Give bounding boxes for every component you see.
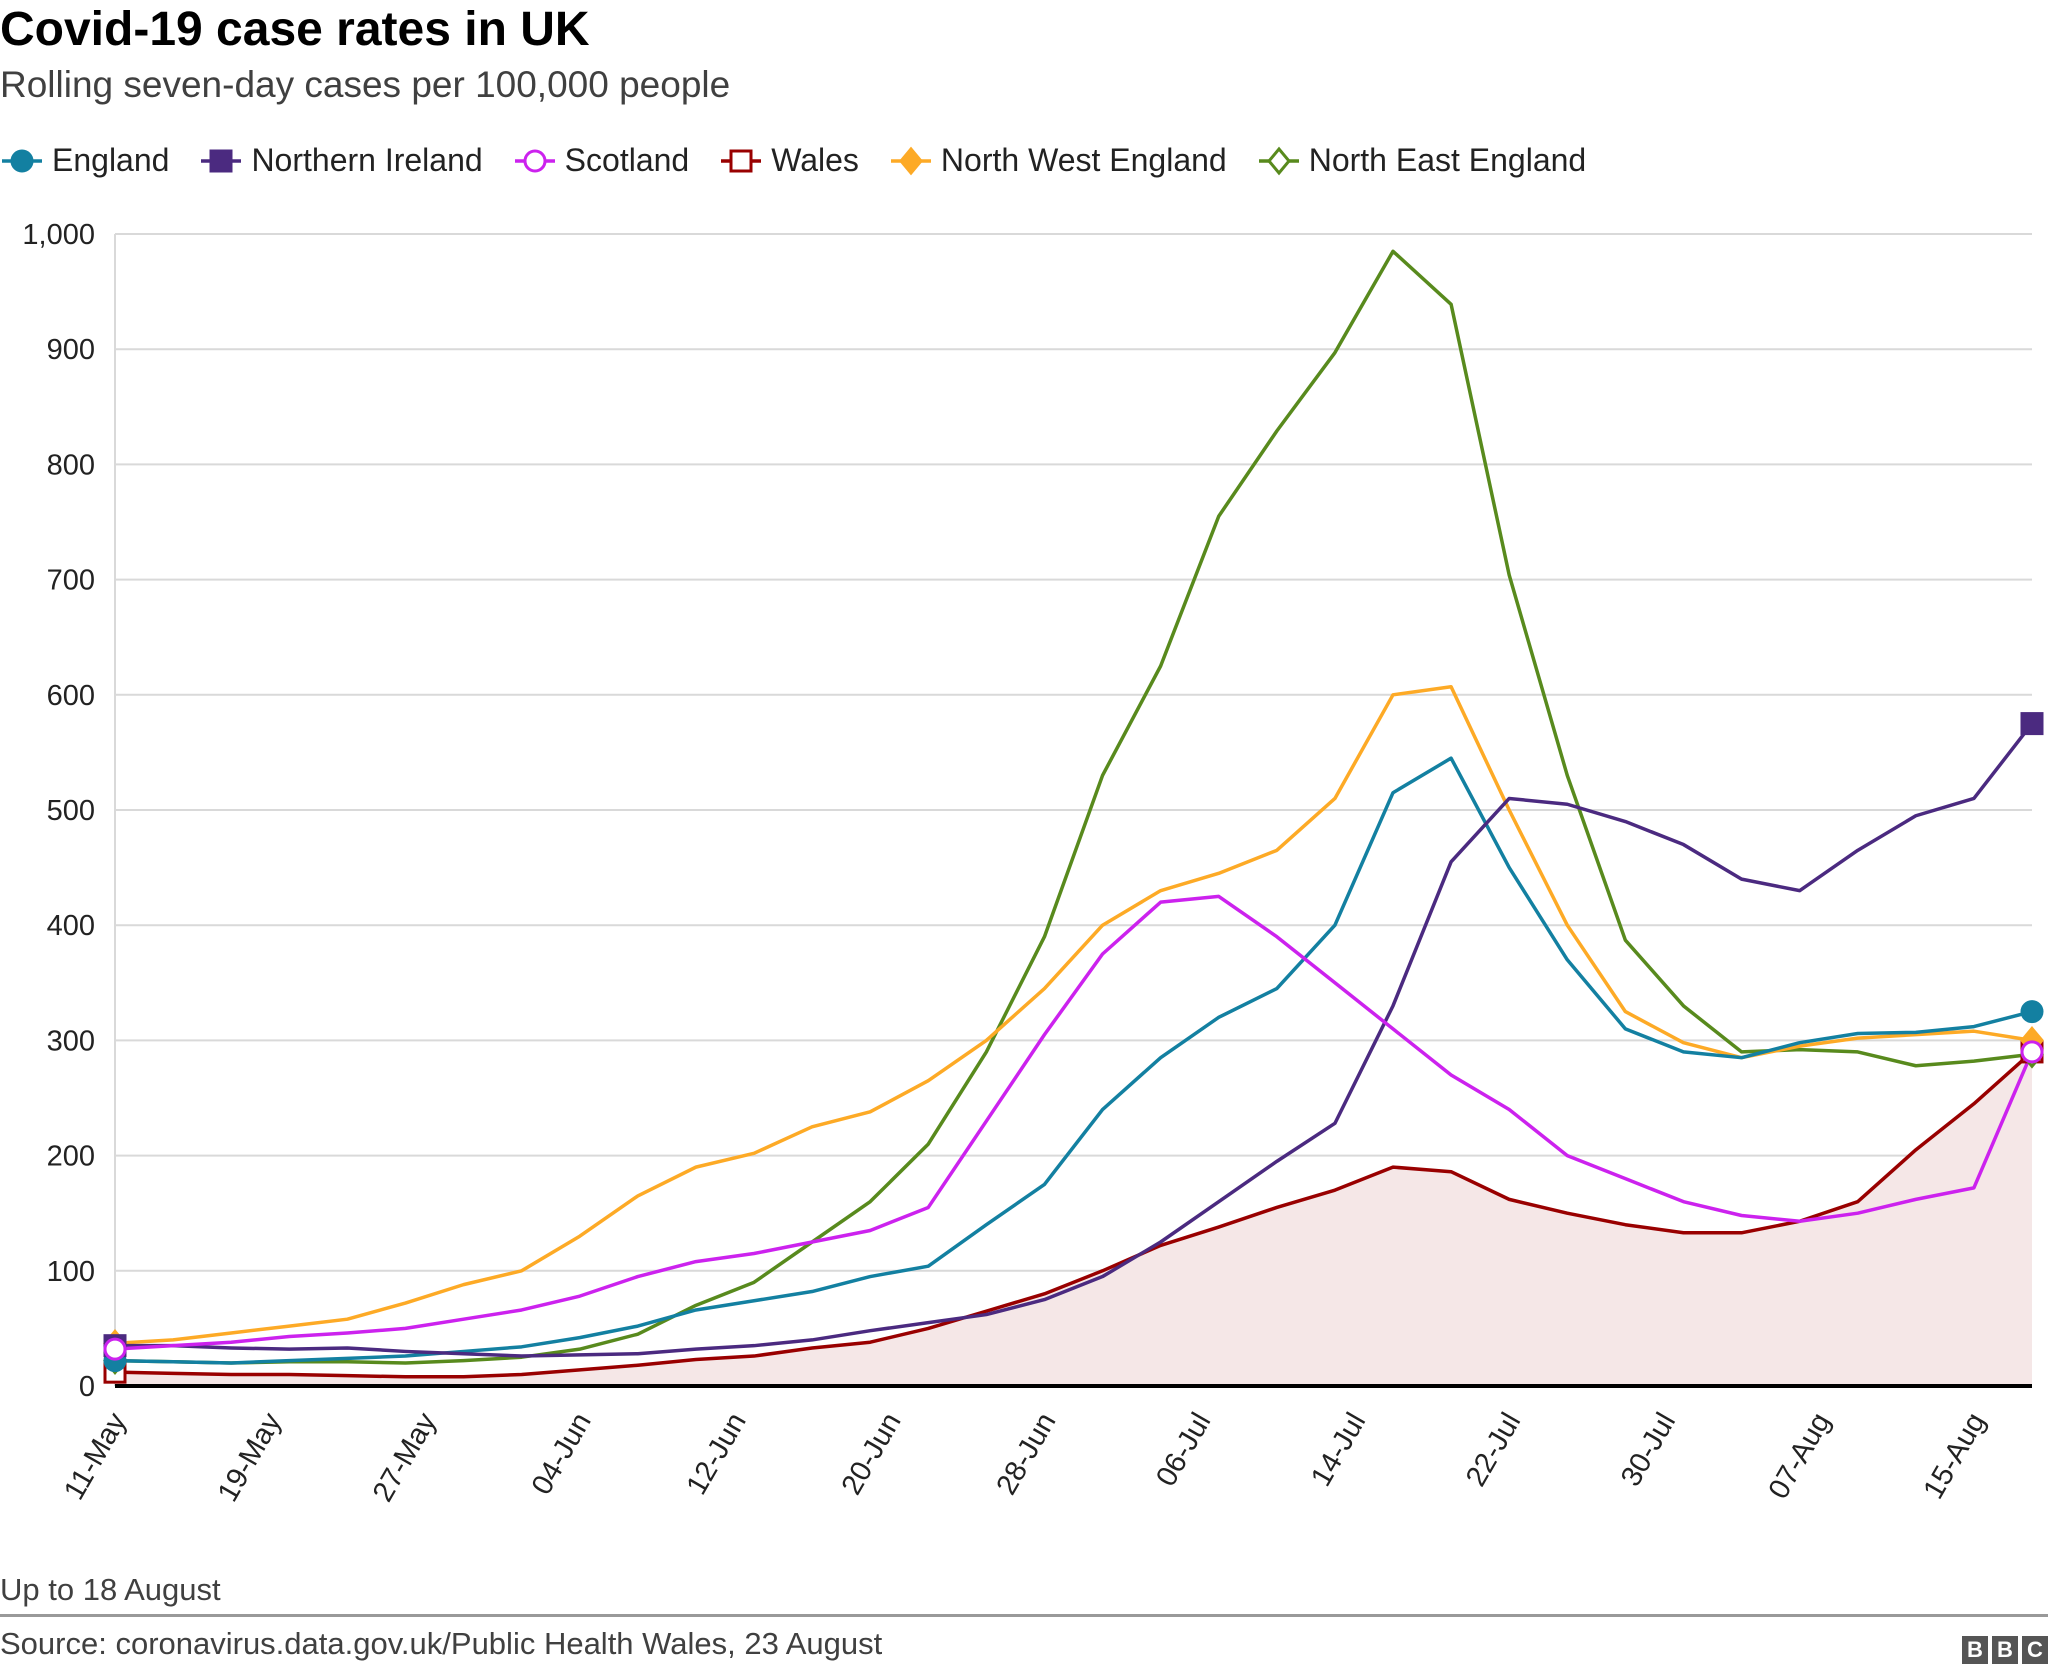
y-tick-label: 100: [47, 1256, 95, 1288]
source-text: Source: coronavirus.data.gov.uk/Public H…: [0, 1626, 883, 1661]
legend-item-wales: Wales: [719, 142, 859, 179]
y-tick-label: 500: [47, 795, 95, 827]
north-east-england-legend-icon: [1258, 146, 1299, 175]
northern-ireland-end-marker: [2020, 712, 2044, 736]
legend-item-england: England: [0, 142, 169, 179]
wales-legend-icon: [721, 149, 762, 172]
chart-note: Up to 18 August: [0, 1572, 221, 1607]
north-west-england-legend-icon: [890, 146, 931, 175]
x-tick-label: 11-May: [58, 1407, 133, 1505]
scotland-start-marker: [103, 1337, 127, 1361]
x-tick-label: 07-Aug: [1763, 1408, 1837, 1505]
legend-item-scotland: Scotland: [513, 142, 690, 179]
legend-label: North West England: [940, 142, 1227, 178]
legend-marker: [729, 149, 753, 172]
y-tick-label: 200: [47, 1141, 95, 1173]
legend-marker: [10, 149, 34, 172]
legend-item-north-west-england: North West England: [889, 142, 1227, 179]
y-tick-label: 400: [47, 910, 95, 942]
northern-ireland-legend-icon: [201, 149, 242, 172]
y-tick-label: 1,000: [22, 219, 95, 251]
wales-area-fill: [115, 1051, 2032, 1386]
north-east-england-line: [114, 249, 2033, 1365]
legend-item-north-east-england: North East England: [1257, 142, 1587, 179]
legend-marker: [523, 149, 547, 172]
divider: [0, 1614, 2048, 1617]
x-tick-label: 20-Jun: [836, 1408, 908, 1501]
wales-line: [114, 1050, 2034, 1379]
x-tick-label: 06-Jul: [1150, 1408, 1217, 1492]
y-tick-label: 600: [47, 680, 95, 712]
legend-label: North East England: [1308, 142, 1587, 178]
scotland-end-marker: [2020, 1040, 2044, 1064]
x-tick-label: 28-Jun: [990, 1408, 1062, 1501]
x-tick-label: 12-Jun: [681, 1408, 753, 1501]
y-tick-label: 800: [47, 449, 95, 481]
x-tick-label: 19-May: [212, 1407, 288, 1507]
scotland-legend-icon: [514, 149, 555, 172]
legend-marker: [1266, 146, 1291, 175]
northern-ireland-line: [115, 722, 2034, 1358]
england-end-marker: [2020, 1000, 2044, 1024]
x-tick-label: 14-Jul: [1305, 1408, 1372, 1492]
legend-label: Wales: [771, 142, 859, 178]
legend-label: Northern Ireland: [251, 142, 483, 178]
chart-title: Covid-19 case rates in UK: [0, 3, 590, 56]
england-legend-icon: [2, 149, 42, 172]
y-tick-label: 700: [47, 565, 95, 597]
x-tick-label: 27-May: [367, 1407, 443, 1507]
y-tick-label: 900: [47, 334, 95, 366]
x-tick-label: 30-Jul: [1615, 1408, 1682, 1492]
legend-label: England: [52, 142, 170, 178]
scotland-line: [114, 894, 2034, 1351]
legend-marker: [898, 146, 923, 175]
x-tick-label: 15-Aug: [1918, 1408, 1992, 1505]
legend-label: Scotland: [564, 142, 690, 178]
north-west-england-line: [114, 684, 2033, 1346]
x-tick-label: 04-Jun: [526, 1408, 598, 1501]
legend-marker: [209, 149, 233, 172]
y-tick-label: 300: [47, 1025, 95, 1057]
y-tick-label: 0: [79, 1371, 95, 1403]
x-tick-label: 22-Jul: [1460, 1408, 1527, 1492]
legend-item-northern-ireland: Northern Ireland: [199, 142, 483, 179]
legend: England Northern Ireland Scotland Wales Nort…: [0, 142, 1586, 179]
chart-subtitle: Rolling seven-day cases per 100,000 peop…: [0, 64, 731, 105]
